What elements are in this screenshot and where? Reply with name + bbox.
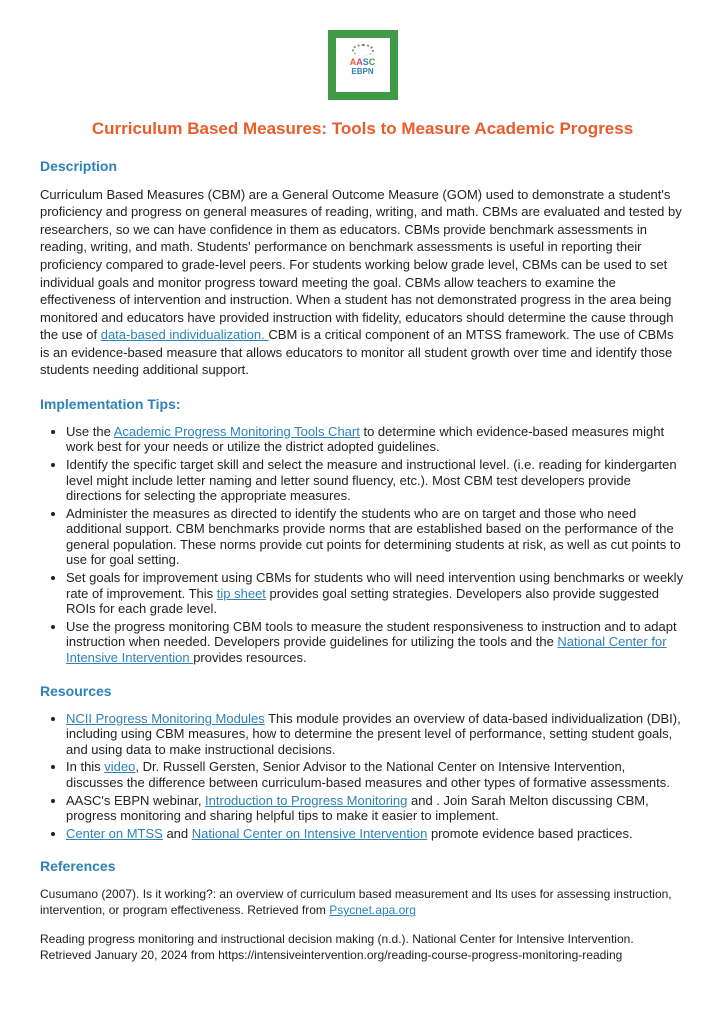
dbi-link[interactable]: data-based individualization. <box>101 327 269 342</box>
resources-list: NCII Progress Monitoring Modules This mo… <box>40 711 685 842</box>
tips-list: Use the Academic Progress Monitoring Too… <box>40 424 685 666</box>
description-body: Curriculum Based Measures (CBM) are a Ge… <box>40 186 685 379</box>
page-title: Curriculum Based Measures: Tools to Meas… <box>40 118 685 141</box>
list-item: In this video, Dr. Russell Gersten, Seni… <box>66 759 685 790</box>
psycnet-link[interactable]: Psycnet.apa.org <box>329 903 416 917</box>
logo-container: AASC EBPN <box>40 30 685 100</box>
logo-line2: EBPN <box>342 68 384 77</box>
logo-swirl-icon <box>352 44 374 56</box>
reference-item: Cusumano (2007). Is it working?: an over… <box>40 886 685 918</box>
tips-heading: Implementation Tips: <box>40 395 685 414</box>
description-heading: Description <box>40 157 685 176</box>
list-item: Use the Academic Progress Monitoring Too… <box>66 424 685 455</box>
reference-item: Reading progress monitoring and instruct… <box>40 931 685 963</box>
ncii-center-link[interactable]: National Center on Intensive Interventio… <box>192 826 428 841</box>
description-pre: Curriculum Based Measures (CBM) are a Ge… <box>40 187 682 342</box>
resources-heading: Resources <box>40 682 685 701</box>
list-item: NCII Progress Monitoring Modules This mo… <box>66 711 685 758</box>
aasc-ebpn-logo: AASC EBPN <box>328 30 398 100</box>
ncii-modules-link[interactable]: NCII Progress Monitoring Modules <box>66 711 265 726</box>
tools-chart-link[interactable]: Academic Progress Monitoring Tools Chart <box>114 424 360 439</box>
list-item: Use the progress monitoring CBM tools to… <box>66 619 685 666</box>
mtss-link[interactable]: Center on MTSS <box>66 826 163 841</box>
list-item: AASC's EBPN webinar, Introduction to Pro… <box>66 793 685 824</box>
references-heading: References <box>40 857 685 876</box>
list-item: Center on MTSS and National Center on In… <box>66 826 685 842</box>
tip-sheet-link[interactable]: tip sheet <box>217 586 266 601</box>
webinar-link[interactable]: Introduction to Progress Monitoring <box>205 793 407 808</box>
list-item: Set goals for improvement using CBMs for… <box>66 570 685 617</box>
list-item: Administer the measures as directed to i… <box>66 506 685 568</box>
list-item: Identify the specific target skill and s… <box>66 457 685 504</box>
video-link[interactable]: video <box>104 759 135 774</box>
